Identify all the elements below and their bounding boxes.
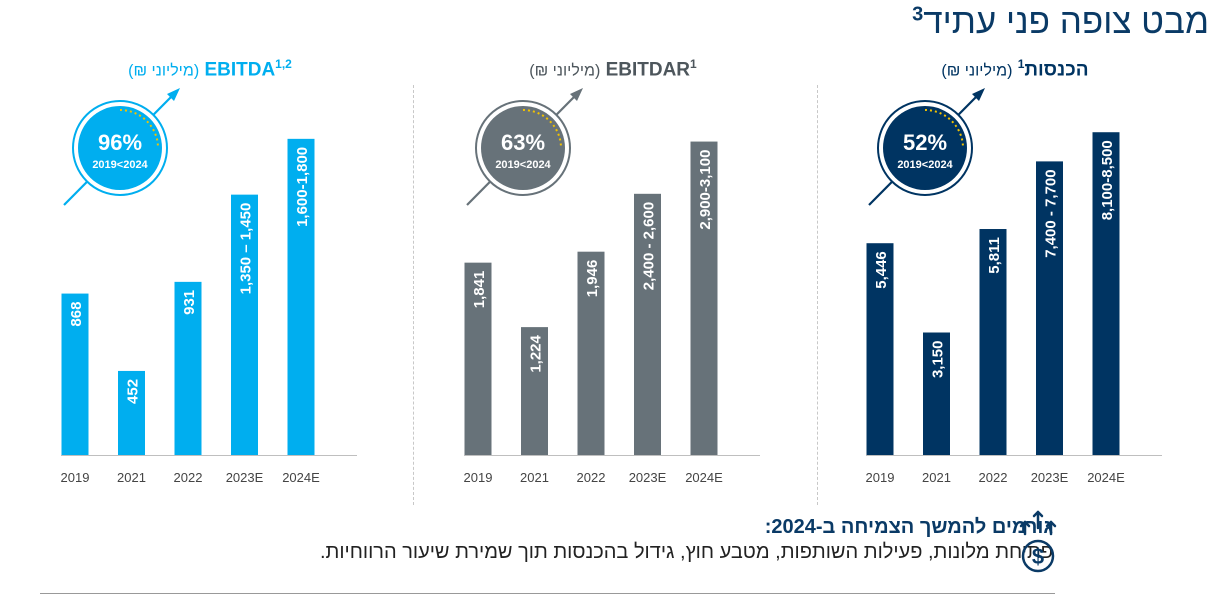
- growth-badge-dotted-arc: [924, 109, 964, 149]
- bar-value-label: 7,400 - 7,700: [1043, 169, 1060, 257]
- x-tick-label: 2022: [577, 470, 606, 485]
- growth-period-label: 2019<2024: [495, 159, 551, 171]
- growth-badge-dotted-arc: [522, 109, 562, 149]
- growth-arrow-head: [972, 88, 985, 101]
- ebitda-chart: EBITDA1,2 (מיליוני ₪) 868 2019 452 2021 931 2…: [15, 55, 405, 495]
- x-tick-label: 2023E: [629, 470, 667, 485]
- bar: [577, 251, 605, 455]
- bar-value-label: 8,100-8,500: [1099, 140, 1116, 220]
- bar-value-label: 1,600-1,800: [294, 147, 311, 227]
- x-tick-label: 2019: [464, 470, 493, 485]
- chart-metric: הכנסות: [1024, 59, 1089, 81]
- bar-value-label: 2,900-3,100: [697, 150, 714, 230]
- growth-period-label: 2019<2024: [92, 159, 148, 171]
- growth-badge: 63% 2019<2024: [466, 88, 583, 206]
- dollar-growth-icon: $: [1019, 510, 1057, 573]
- chart-title: EBITDA1,2 (מיליוני ₪): [15, 57, 405, 81]
- x-tick-label: 2022: [979, 470, 1008, 485]
- growth-percentage: 96%: [98, 130, 142, 155]
- chart-title: הכנסות1 (מיליוני ₪): [820, 57, 1210, 81]
- growth-badge-disc: [481, 106, 565, 190]
- divider-left: [413, 85, 414, 505]
- chart-unit: (מיליוני ₪): [529, 62, 601, 80]
- page-title: מבט צופה פני עתיד3: [912, 2, 1209, 42]
- bar: [690, 141, 718, 455]
- bar-value-label: 5,446: [873, 251, 890, 289]
- bar-value-label: 3,150: [930, 341, 947, 379]
- x-tick-label: 2023E: [1031, 470, 1069, 485]
- growth-percentage: 63%: [501, 130, 545, 155]
- bar-value-label: 1,946: [584, 260, 601, 298]
- bar: [287, 138, 315, 455]
- ebitda-chart-svg: 868 2019 452 2021 931 2022 1,350 – 1,450 2023E 1…: [61, 88, 357, 485]
- growth-drivers: גורמים להמשך הצמיחה ב-2024: פתיחת מלונות…: [320, 516, 1053, 564]
- divider-right: [817, 85, 818, 505]
- x-tick-label: 2024E: [685, 470, 723, 485]
- growth-drivers-heading: גורמים להמשך הצמיחה ב-2024:: [764, 516, 1053, 538]
- revenue-chart-svg: 5,446 2019 3,150 2021 5,811 2022 7,400 - 7,700…: [866, 88, 1162, 485]
- bar-value-label: 931: [181, 290, 198, 315]
- x-tick-label: 2022: [174, 470, 203, 485]
- growth-badge-disc: [78, 106, 162, 190]
- bar-value-label: 868: [68, 302, 85, 327]
- bar: [866, 243, 894, 455]
- growth-badge-disc: [883, 106, 967, 190]
- bar-value-label: 452: [125, 379, 142, 404]
- svg-text:$: $: [1032, 544, 1044, 569]
- bar: [174, 281, 202, 455]
- x-tick-label: 2019: [866, 470, 895, 485]
- chart-metric: EBITDA: [204, 59, 276, 81]
- bottom-rule: [40, 593, 1055, 594]
- page-title-footnote: 3: [912, 3, 924, 26]
- bar-value-label: 2,400 - 2,600: [641, 202, 658, 290]
- chart-metric-footnote: 1,2: [275, 57, 292, 71]
- chart-title: EBITDAR1 (מיליוני ₪): [418, 57, 808, 81]
- bar: [1036, 161, 1063, 455]
- bar-value-label: 1,224: [528, 334, 545, 372]
- growth-percentage: 52%: [903, 130, 947, 155]
- x-tick-label: 2021: [520, 470, 549, 485]
- growth-arrow-head: [167, 88, 180, 101]
- ebitdar-chart-svg: 1,841 2019 1,224 2021 1,946 2022 2,400 - 2,600…: [464, 88, 760, 485]
- bar: [1092, 132, 1120, 455]
- chart-metric: EBITDAR: [605, 59, 691, 81]
- page-title-text: מבט צופה פני עתיד: [923, 2, 1209, 41]
- bar-value-label: 1,841: [471, 271, 488, 309]
- chart-unit: (מיליוני ₪): [128, 62, 200, 80]
- x-tick-label: 2021: [922, 470, 951, 485]
- growth-badge: 52% 2019<2024: [868, 88, 985, 206]
- x-tick-label: 2021: [117, 470, 146, 485]
- bar-value-label: 1,350 – 1,450: [238, 203, 255, 295]
- bar-value-label: 5,811: [986, 237, 1003, 274]
- bar: [61, 293, 89, 455]
- revenue-chart: הכנסות1 (מיליוני ₪) 5,446 2019 3,150 2021 5,…: [820, 55, 1210, 495]
- bar: [231, 194, 258, 456]
- bar: [118, 370, 145, 455]
- chart-metric-footnote: 1: [1017, 57, 1025, 71]
- ebitdar-chart: EBITDAR1 (מיליוני ₪) 1,841 2019 1,224 2021 1…: [418, 55, 808, 495]
- bar: [634, 193, 661, 455]
- growth-badge-dotted-arc: [119, 109, 159, 149]
- bar: [923, 332, 950, 455]
- growth-period-label: 2019<2024: [897, 159, 953, 171]
- x-tick-label: 2024E: [282, 470, 320, 485]
- x-tick-label: 2023E: [226, 470, 264, 485]
- growth-drivers-text: פתיחת מלונות, פעילות השותפות, מטבע חוץ, …: [319, 541, 1053, 563]
- x-tick-label: 2024E: [1087, 470, 1125, 485]
- bar: [521, 327, 548, 455]
- bar: [979, 229, 1007, 455]
- growth-badge: 96% 2019<2024: [63, 88, 180, 206]
- bar: [464, 262, 492, 455]
- x-tick-label: 2019: [61, 470, 90, 485]
- chart-unit: (מיליוני ₪): [941, 62, 1013, 80]
- growth-arrow-head: [570, 88, 583, 101]
- chart-metric-footnote: 1: [690, 57, 697, 71]
